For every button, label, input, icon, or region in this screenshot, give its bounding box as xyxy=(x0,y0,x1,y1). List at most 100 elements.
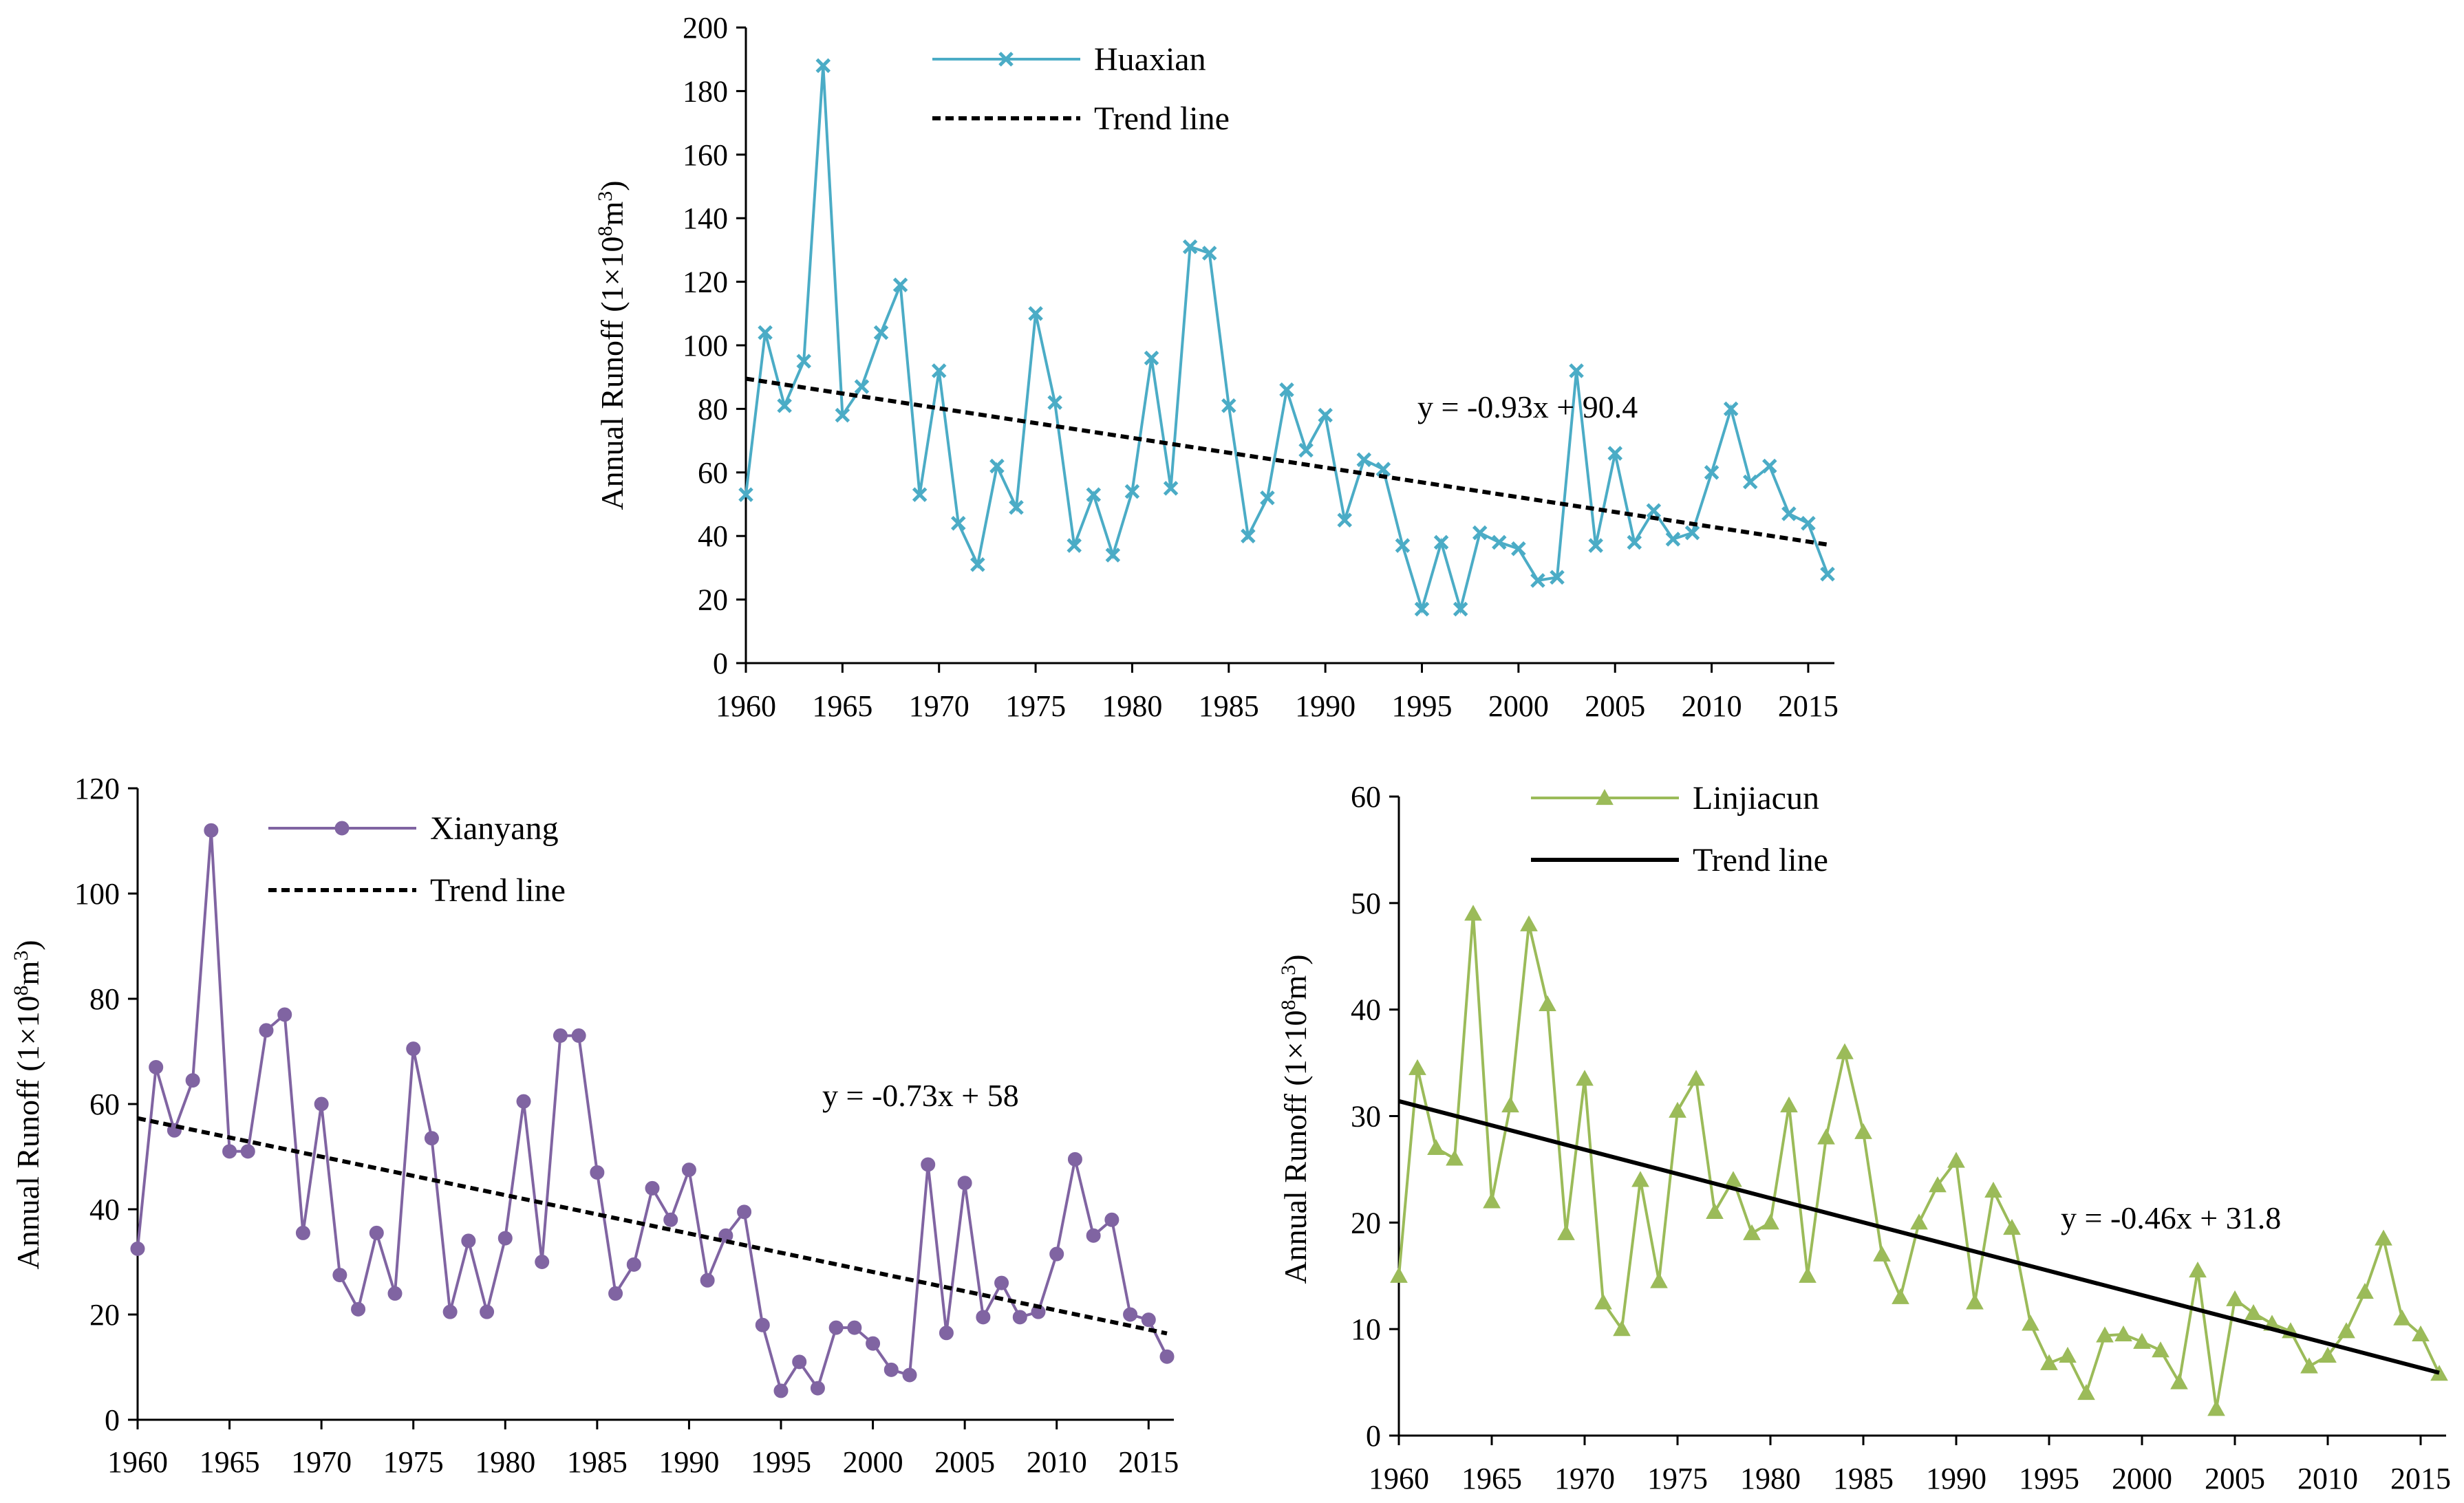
data-point xyxy=(1836,1043,1854,1059)
trend-equation: y = -0.73x + 58 xyxy=(822,1078,1019,1113)
data-point xyxy=(810,1381,825,1396)
data-point xyxy=(2170,1373,2188,1390)
data-point xyxy=(1669,1101,1686,1118)
data-point xyxy=(970,557,985,572)
data-point xyxy=(1279,382,1294,398)
data-point xyxy=(553,1028,568,1044)
data-point xyxy=(738,487,753,502)
data-point xyxy=(1049,1246,1064,1262)
data-point xyxy=(1742,474,1758,490)
data-point xyxy=(1607,446,1622,461)
data-point xyxy=(2319,1346,2337,1363)
data-point xyxy=(424,1131,439,1146)
data-point xyxy=(1854,1123,1872,1139)
data-point xyxy=(332,1268,347,1283)
data-point xyxy=(1761,1213,1779,1230)
data-point xyxy=(1163,481,1179,496)
data-point xyxy=(608,1286,623,1301)
data-point xyxy=(1724,1171,1742,1187)
y-axis-label-part: m xyxy=(594,201,630,226)
data-point xyxy=(1704,465,1720,480)
data-point xyxy=(406,1041,421,1057)
y-axis-label-part: m xyxy=(1278,975,1313,999)
y-tick-label: 160 xyxy=(683,138,728,172)
data-point xyxy=(815,58,831,74)
data-point xyxy=(989,458,1005,474)
data-point xyxy=(1104,1212,1119,1227)
y-tick-label: 0 xyxy=(105,1403,120,1437)
legend-label: Trend line xyxy=(430,872,566,909)
x-tick-label: 2015 xyxy=(2390,1462,2451,1495)
data-point xyxy=(1028,306,1043,321)
trend-line xyxy=(137,1116,1168,1336)
data-point xyxy=(369,1225,384,1240)
y-axis-label-space xyxy=(10,1072,45,1080)
y-tick-label: 140 xyxy=(683,202,728,235)
chart-linjiacun: 0 10 20 30 40 50 60 1960 1965 1970 1975 1980 1985 199… xyxy=(1277,780,2452,1495)
data-point xyxy=(571,1028,586,1044)
data-point xyxy=(480,1304,495,1319)
data-point xyxy=(1105,548,1121,563)
data-point xyxy=(1086,487,1102,502)
y-tick-label: 40 xyxy=(89,1193,120,1226)
legend-label: Trend line xyxy=(1693,842,1828,878)
y-axis-label: Annual Runoff (1×108m3) xyxy=(594,180,630,510)
x-tick-label: 1995 xyxy=(751,1445,811,1479)
x-tick-label: 1985 xyxy=(1199,689,1259,723)
x-tick-label: 1965 xyxy=(200,1445,260,1479)
chart-xianyang: 0 20 40 60 80 100 120 1960 1965 1970 1975 1980 1985 1… xyxy=(10,772,1179,1479)
x-tick-label: 2000 xyxy=(2112,1462,2172,1495)
data-point xyxy=(1408,1059,1426,1075)
y-axis-label-part: (1×10 xyxy=(594,236,630,312)
x-tick-label: 1985 xyxy=(1833,1462,1894,1495)
x-tick-label: 1980 xyxy=(1102,689,1162,723)
data-point xyxy=(277,1007,292,1022)
data-point xyxy=(1201,246,1217,261)
data-point xyxy=(1520,915,1538,931)
data-point xyxy=(1086,1228,1101,1243)
data-point xyxy=(240,1144,255,1159)
data-point xyxy=(1221,398,1236,413)
y-axis-label-part: (1×10 xyxy=(10,995,45,1071)
y-axis-label-part: ) xyxy=(10,940,45,950)
data-point xyxy=(951,515,966,531)
data-point xyxy=(2040,1354,2058,1370)
data-point xyxy=(1453,601,1468,617)
data-point xyxy=(442,1304,458,1319)
y-tick-label: 20 xyxy=(1351,1206,1381,1240)
data-point xyxy=(1910,1213,1928,1230)
data-point xyxy=(1594,1293,1612,1310)
data-point xyxy=(718,1228,733,1243)
legend-label: Huaxian xyxy=(1094,41,1206,78)
data-point xyxy=(590,1165,605,1180)
y-axis-label-space xyxy=(594,312,630,321)
data-point xyxy=(2152,1341,2170,1358)
data-point xyxy=(1124,484,1140,499)
data-point xyxy=(204,823,219,838)
trend-equation: y = -0.93x + 90.4 xyxy=(1417,389,1638,424)
data-point xyxy=(1144,350,1159,366)
x-tick-label: 1960 xyxy=(716,689,776,723)
data-point xyxy=(1780,1096,1798,1113)
data-point xyxy=(1687,1070,1705,1086)
y-axis-label: Annual Runoff (1×108m3) xyxy=(1277,954,1314,1284)
data-point xyxy=(1472,525,1488,541)
data-point xyxy=(1141,1312,1156,1328)
data-point xyxy=(535,1255,550,1269)
x-tick-label: 1990 xyxy=(1295,689,1356,723)
data-point xyxy=(663,1212,678,1227)
data-point xyxy=(2003,1219,2021,1235)
data-point xyxy=(1892,1288,1909,1304)
data-point xyxy=(681,1163,696,1178)
data-point xyxy=(1260,490,1275,506)
data-point xyxy=(2096,1326,2114,1343)
y-tick-label: 60 xyxy=(698,456,728,490)
legend-marker xyxy=(334,821,350,836)
data-point xyxy=(1723,401,1739,417)
y-axis-label-part: 8 xyxy=(594,226,617,236)
x-tick-label: 1960 xyxy=(1369,1462,1429,1495)
data-point xyxy=(737,1204,752,1220)
x-tick-label: 1995 xyxy=(2019,1462,2079,1495)
data-point xyxy=(1159,1349,1175,1364)
